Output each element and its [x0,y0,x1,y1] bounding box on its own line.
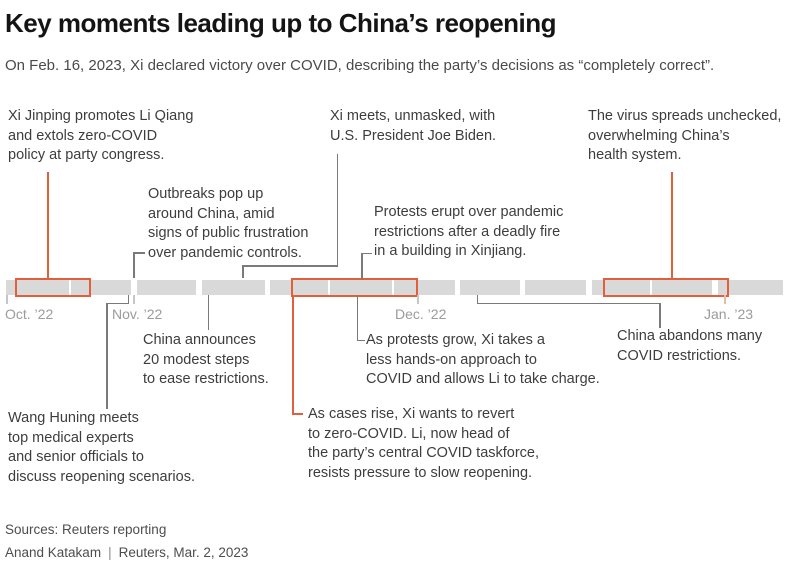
page-title: Key moments leading up to China’s reopen… [5,8,557,38]
byline-author: Anand Katakam [5,545,102,560]
timeline-bar-segment [592,280,650,295]
timeline-bar-segment [137,280,196,295]
connector-wang-huning-h [106,302,129,304]
connector-xi-biden-v2 [242,265,244,278]
connector-outbreaks-v [133,252,135,278]
connector-cases-rise-h [292,413,303,415]
byline-separator: | [108,545,112,560]
connector-xi-biden-v1 [336,154,338,265]
axis-label-nov: Nov. ’22 [112,306,163,322]
page-subtitle: On Feb. 16, 2023, Xi declared victory ov… [5,57,715,74]
highlight-box-late-november [291,278,418,297]
axis-tick-dec [417,295,419,304]
connector-protests-grow-h [356,339,365,341]
axis-label-oct: Oct. ’22 [5,306,54,322]
timeline-bar-segment [525,280,586,295]
event-note-cases-rise: As cases rise, Xi wants to revert to zer… [308,406,540,481]
event-note-china-abandons: China abandons many COVID restrictions. [617,328,763,364]
highlight-box-october [15,278,91,297]
timeline-bar-segment [330,280,392,295]
sources-line: Sources: Reuters reporting [5,522,167,537]
axis-tick-oct [6,295,8,304]
connector-protests-erupt-v [361,252,363,279]
connector-wang-huning-v1 [127,295,129,303]
connector-outbreaks-h [133,252,145,254]
connector-protests-erupt-h [361,252,372,254]
event-note-xi-promotes: Xi Jinping promotes Li Qiang and extols … [8,108,194,163]
connector-virus-spreads [671,172,673,278]
timeline-bar-segment [652,280,712,295]
timeline-bar-segment [718,280,783,295]
timeline-bar-segment [71,280,131,295]
timeline-bar-segment [460,280,520,295]
connector-china-abandons-h [476,302,661,304]
connector-xi-promotes [47,172,49,278]
axis-tick-nov [133,295,135,304]
highlight-box-late-december [603,278,729,297]
byline-credit: Reuters, Mar. 2, 2023 [118,545,249,560]
connector-cases-rise-v [292,295,294,415]
event-note-protests-grow: As protests grow, Xi takes a less hands-… [366,332,600,387]
timeline-bar-segment [6,280,69,295]
axis-label-jan: Jan. ’23 [704,306,754,322]
event-note-china-announces: China announces 20 modest steps to ease … [143,332,269,387]
event-note-xi-biden: Xi meets, unmasked, with U.S. President … [330,108,497,144]
connector-china-abandons-v2 [659,302,661,328]
axis-tick-jan [724,295,726,304]
event-note-protests-erupt: Protests erupt over pandemic restriction… [374,204,564,259]
byline: Anand Katakam | Reuters, Mar. 2, 2023 [5,545,248,560]
event-note-virus-spreads: The virus spreads unchecked, overwhelmin… [588,108,782,163]
timeline-bar-segment [270,280,328,295]
timeline-bar-segment [202,280,265,295]
connector-protests-grow-v [356,295,358,341]
timeline-bar-segment [394,280,455,295]
connector-china-announces [207,295,209,330]
connector-wang-huning-v2 [106,302,108,409]
connector-xi-biden-h [242,265,338,267]
event-note-wang-huning: Wang Huning meets top medical experts an… [8,410,195,485]
event-note-outbreaks: Outbreaks pop up around China, amid sign… [148,186,309,261]
axis-label-dec: Dec. ’22 [395,306,447,322]
connector-china-abandons-v1 [476,295,478,303]
